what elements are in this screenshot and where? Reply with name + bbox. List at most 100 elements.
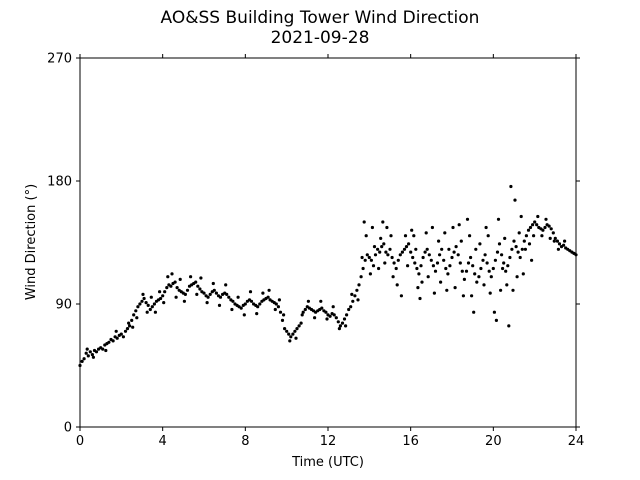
data-point: [509, 184, 513, 189]
data-point: [131, 325, 135, 329]
data-point: [360, 255, 364, 260]
data-point: [419, 264, 423, 268]
data-point: [142, 296, 146, 301]
data-point: [404, 245, 409, 249]
data-point: [101, 347, 105, 351]
data-point: [320, 306, 324, 310]
data-point: [555, 239, 560, 243]
data-point: [146, 303, 150, 307]
data-point: [351, 299, 355, 303]
data-point: [344, 324, 348, 328]
data-point: [303, 307, 307, 312]
data-point: [486, 234, 490, 238]
data-point: [494, 318, 498, 322]
data-point: [414, 247, 418, 251]
data-point: [508, 255, 512, 260]
x-tick-label: 16: [402, 434, 419, 449]
x-axis-label: Time (UTC): [291, 455, 364, 470]
data-point: [364, 234, 368, 238]
data-point: [435, 261, 440, 265]
data-point: [385, 225, 389, 230]
data-point: [515, 275, 519, 279]
data-point: [130, 318, 134, 322]
y-axis-label: Wind Direction (°): [24, 184, 39, 300]
data-point: [407, 242, 411, 246]
x-tick-label: 8: [241, 434, 249, 449]
data-point: [132, 313, 136, 317]
data-point: [153, 310, 157, 314]
data-point: [175, 286, 179, 290]
data-point: [123, 329, 128, 333]
data-point: [291, 332, 295, 336]
data-point: [418, 296, 422, 301]
data-point: [450, 255, 454, 260]
data-point: [492, 310, 496, 314]
data-point: [426, 275, 430, 279]
chart-subtitle: 2021-09-28: [270, 28, 370, 48]
data-point: [276, 305, 280, 309]
data-point: [461, 294, 465, 298]
data-point: [324, 310, 328, 314]
data-point: [483, 253, 487, 257]
data-point: [365, 253, 369, 257]
data-point: [433, 269, 438, 273]
data-point: [211, 281, 215, 286]
data-point: [199, 276, 203, 280]
data-point: [273, 307, 277, 312]
data-point: [367, 255, 371, 260]
data-point: [445, 288, 449, 292]
data-point: [336, 320, 340, 324]
data-point: [359, 275, 363, 279]
y-tick-label: 180: [47, 175, 72, 190]
data-point: [413, 261, 417, 265]
data-point: [150, 305, 154, 309]
data-point: [205, 301, 209, 305]
data-point: [114, 329, 118, 333]
data-point: [282, 313, 286, 317]
data-point: [373, 253, 378, 257]
data-point: [149, 295, 153, 299]
data-point: [543, 225, 547, 230]
data-point: [231, 299, 235, 303]
data-point: [517, 231, 521, 235]
data-point: [202, 291, 206, 295]
data-point: [94, 350, 99, 354]
data-point: [512, 239, 516, 243]
data-point: [475, 280, 479, 284]
data-point: [416, 286, 420, 290]
data-point: [511, 288, 515, 292]
data-point: [457, 223, 461, 227]
chart-title: AO&SS Building Tower Wind Direction: [160, 8, 480, 28]
data-point: [325, 317, 329, 321]
data-point: [427, 253, 431, 257]
data-point: [391, 275, 395, 279]
data-point: [144, 301, 148, 305]
data-point: [163, 290, 167, 294]
data-point: [90, 353, 94, 357]
data-point: [306, 299, 310, 303]
data-point: [395, 283, 399, 287]
data-point: [535, 223, 539, 227]
data-point: [503, 236, 507, 240]
data-point: [227, 295, 231, 299]
data-point: [86, 354, 90, 358]
data-point: [319, 299, 323, 303]
data-point: [459, 239, 463, 243]
data-point: [294, 336, 298, 340]
data-point: [119, 332, 123, 336]
data-point: [243, 302, 247, 306]
data-point: [398, 253, 402, 257]
data-point: [469, 255, 473, 260]
data-point: [501, 266, 505, 271]
data-point: [196, 284, 200, 288]
data-point: [544, 217, 548, 221]
data-point: [162, 301, 166, 305]
x-tick-label: 4: [159, 434, 167, 449]
data-point: [185, 288, 190, 292]
data-point: [195, 292, 199, 296]
data-point: [342, 317, 347, 321]
data-point: [552, 239, 556, 243]
data-point: [446, 272, 450, 276]
data-point: [547, 224, 551, 228]
